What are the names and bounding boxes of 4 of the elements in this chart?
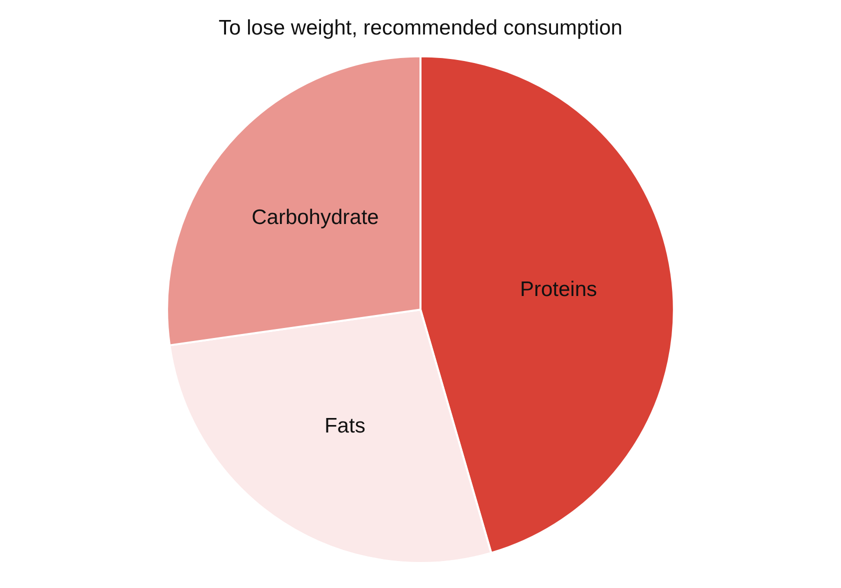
slice-label: Carbohydrate [252,206,379,230]
slice-label: Proteins [520,278,598,301]
slice-label: Fats [324,414,366,438]
chart-title: To lose weight, recommended consumption [218,16,622,40]
